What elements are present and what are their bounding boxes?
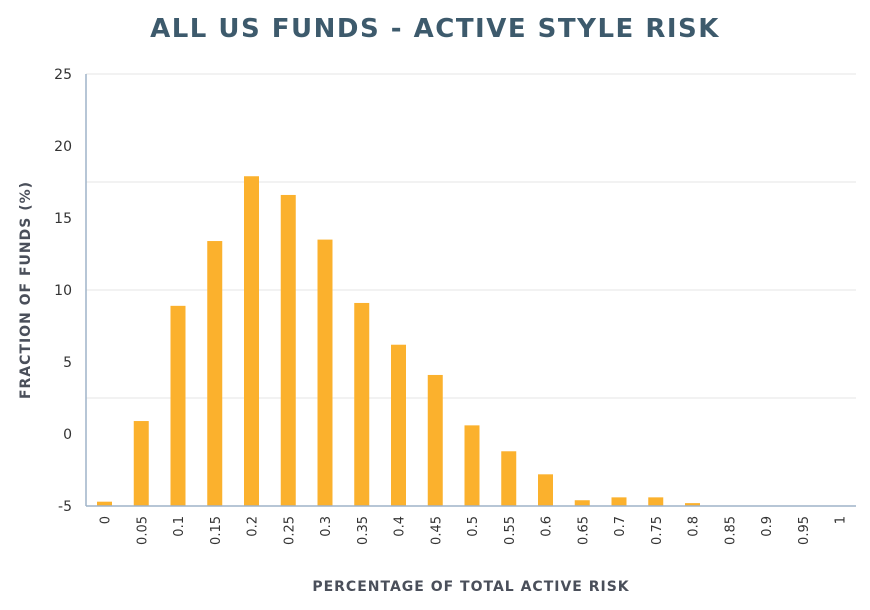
- x-tick-label: 0.65: [576, 516, 591, 545]
- bar-0.2: [244, 176, 259, 507]
- bar-0.05: [133, 421, 149, 506]
- x-tick-label: 0.95: [797, 516, 812, 545]
- x-tick-label: 1: [834, 516, 849, 524]
- y-tick-label: -5: [58, 499, 72, 515]
- bar-0.75: [648, 497, 664, 506]
- x-tick-label: 0.15: [209, 516, 224, 545]
- x-tick-label: 0.3: [319, 516, 334, 537]
- bar-0.45: [427, 374, 443, 506]
- bar-0.15: [207, 241, 223, 507]
- bar-0.3: [317, 239, 333, 506]
- x-tick-label: 0.45: [429, 516, 444, 545]
- bar-0.8: [685, 503, 700, 506]
- x-tick-label: 0.2: [246, 516, 261, 537]
- y-tick-label: 0: [63, 427, 72, 443]
- bar-0: [97, 501, 112, 506]
- y-tick-label: 25: [54, 67, 72, 83]
- y-tick-label: 20: [54, 139, 72, 155]
- gridlines: [86, 73, 856, 399]
- x-tick-label: 0.9: [760, 516, 775, 537]
- y-tick-labels: 25 20 15 10 5 0 -5: [54, 67, 72, 515]
- x-tick-label: 0.05: [135, 516, 150, 545]
- chart-title: ALL US FUNDS - ACTIVE STYLE RISK: [150, 14, 720, 44]
- y-tick-label: 10: [54, 283, 72, 299]
- x-tick-label: 0.1: [172, 516, 187, 537]
- bar-series: [97, 176, 700, 507]
- x-tick-label: 0.55: [503, 516, 518, 545]
- bar-0.4: [391, 344, 406, 506]
- bar-0.6: [538, 474, 553, 506]
- x-tick-label: 0.6: [540, 516, 555, 537]
- x-tick-label: 0.5: [466, 516, 481, 537]
- x-tick-label: 0.4: [393, 516, 408, 537]
- x-tick-label: 0.35: [356, 516, 371, 545]
- x-axis-label: PERCENTAGE OF TOTAL ACTIVE RISK: [312, 579, 630, 595]
- y-tick-label: 5: [63, 355, 72, 371]
- x-tick-label: 0.75: [650, 516, 665, 545]
- bar-0.35: [354, 302, 370, 506]
- x-tick-label: 0.7: [613, 516, 628, 537]
- x-tick-labels: 0 0.05 0.1 0.15 0.2 0.25 0.3 0.35 0.4 0.45 0.5 0.55…: [99, 516, 849, 545]
- x-tick-label: 0: [99, 516, 114, 524]
- x-tick-label: 0.85: [723, 516, 738, 545]
- axes: [85, 74, 856, 507]
- bar-0.5: [464, 425, 480, 506]
- bar-0.65: [574, 500, 590, 506]
- bar-0.1: [170, 305, 186, 506]
- x-tick-label: 0.25: [282, 516, 297, 545]
- y-tick-label: 15: [54, 211, 72, 227]
- bar-0.7: [611, 497, 627, 506]
- bar-0.25: [280, 194, 296, 506]
- x-tick-label: 0.8: [687, 516, 702, 537]
- bar-0.55: [501, 451, 517, 506]
